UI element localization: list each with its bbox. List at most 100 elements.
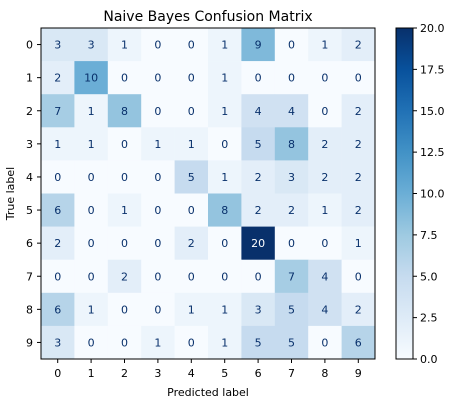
heatmap-cell-8-3	[141, 292, 175, 327]
cell-value-label-2-2: 8	[121, 105, 128, 118]
cell-value-label-8-0: 6	[54, 303, 61, 316]
cell-value-label-5-5: 8	[221, 204, 228, 217]
cell-value-label-7-2: 2	[121, 270, 128, 283]
heatmap-cell-6-3	[141, 226, 175, 260]
heatmap-cell-4-3	[141, 160, 175, 194]
x-tick-label-8: 8	[321, 367, 328, 380]
cell-value-label-1-0: 2	[54, 72, 61, 85]
cell-value-label-5-2: 1	[121, 204, 128, 217]
heatmap-cell-9-6	[241, 325, 276, 360]
cell-value-label-0-0: 3	[54, 39, 61, 52]
cell-value-label-3-7: 8	[288, 138, 295, 151]
x-tick-label-6: 6	[255, 367, 262, 380]
x-tick-label-9: 9	[355, 367, 362, 380]
heatmap-cell-3-4	[174, 127, 209, 161]
cell-value-label-3-6: 5	[255, 138, 262, 151]
heatmap-cell-1-5	[208, 61, 242, 95]
heatmap-cell-7-6	[241, 259, 276, 294]
cell-value-label-9-3: 1	[154, 336, 161, 349]
cell-value-label-0-9: 2	[355, 39, 362, 52]
cell-value-label-4-4: 5	[188, 171, 195, 184]
y-tick-label-5: 5	[26, 204, 33, 217]
colorbar-ticks: 0.0 2.5 5.0 7.5 10.0 12.5 15.0 17.5 20.0	[413, 22, 445, 366]
heatmap-cell-9-3	[141, 325, 175, 360]
heatmap-cell-0-4	[174, 28, 209, 62]
cell-value-label-2-4: 0	[188, 105, 195, 118]
heatmap-cell-0-5	[208, 28, 242, 62]
x-tick-label-1: 1	[88, 367, 95, 380]
cell-value-label-9-4: 0	[188, 336, 195, 349]
heatmap-cell-5-7	[274, 193, 309, 227]
y-tick-label-6: 6	[26, 237, 33, 250]
cell-value-label-5-0: 6	[54, 204, 61, 217]
cell-value-label-9-2: 0	[121, 336, 128, 349]
cell-value-label-3-0: 1	[54, 138, 61, 151]
cell-value-label-2-6: 4	[255, 105, 262, 118]
cell-value-label-6-6: 20	[251, 237, 265, 250]
heatmap-cell-9-8	[308, 325, 342, 360]
x-tick-label-7: 7	[288, 367, 295, 380]
heatmap-cell-7-3	[141, 259, 175, 294]
cell-value-label-3-2: 0	[121, 138, 128, 151]
heatmap-cell-4-0	[41, 160, 75, 194]
colorbar-tick-label-10.0: 10.0	[420, 188, 445, 201]
heatmap-cell-3-3	[141, 127, 175, 161]
heatmap-cell-3-1	[74, 127, 109, 161]
heatmap-cell-7-7	[274, 259, 309, 294]
heatmap-cell-9-5	[208, 325, 242, 360]
heatmap-cell-2-2	[107, 94, 142, 128]
cell-value-label-0-7: 0	[288, 39, 295, 52]
cell-value-label-8-6: 3	[255, 303, 262, 316]
cell-value-label-7-0: 0	[54, 270, 61, 283]
heatmap-cell-3-7	[274, 127, 309, 161]
cell-value-label-1-7: 0	[288, 72, 295, 85]
heatmap-cell-0-1	[74, 28, 109, 62]
y-tick-label-8: 8	[26, 303, 33, 316]
cell-value-label-8-5: 1	[221, 303, 228, 316]
colorbar-tick-label-15.0: 15.0	[420, 105, 445, 118]
heatmap-cell-8-4	[174, 292, 209, 327]
cell-value-label-0-8: 1	[321, 39, 328, 52]
cell-value-label-9-0: 3	[54, 336, 61, 349]
y-tick-label-9: 9	[26, 336, 33, 349]
x-axis-label: Predicted label	[167, 386, 249, 399]
cell-value-label-5-7: 2	[288, 204, 295, 217]
cell-value-label-3-1: 1	[88, 138, 95, 151]
heatmap-cell-2-3	[141, 94, 175, 128]
x-tick-label-3: 3	[154, 367, 161, 380]
heatmap-cell-7-5	[208, 259, 242, 294]
heatmap-cell-6-5	[208, 226, 242, 260]
cell-value-label-7-6: 0	[255, 270, 262, 283]
heatmap-cell-1-2	[107, 61, 142, 95]
cell-value-label-4-0: 0	[54, 171, 61, 184]
heatmap-cell-5-6	[241, 193, 276, 227]
cell-value-label-7-9: 0	[355, 270, 362, 283]
heatmap-cell-7-4	[174, 259, 209, 294]
cell-value-label-2-5: 1	[221, 105, 228, 118]
heatmap-cell-8-8	[308, 292, 342, 327]
cell-value-label-0-2: 1	[121, 39, 128, 52]
colorbar-tick-label-2.5: 2.5	[420, 312, 438, 325]
heatmap-cell-0-3	[141, 28, 175, 62]
y-tick-label-0: 0	[26, 39, 33, 52]
y-tick-label-7: 7	[26, 270, 33, 283]
cell-value-label-6-7: 0	[288, 237, 295, 250]
x-tick-label-5: 5	[221, 367, 228, 380]
heatmap-cell-6-7	[274, 226, 309, 260]
cell-value-label-2-1: 1	[88, 105, 95, 118]
cell-value-label-1-2: 0	[121, 72, 128, 85]
cell-value-label-0-6: 9	[255, 39, 262, 52]
heatmap-cell-labels: 3 3 1 0 0 1 9 0 1 22 10 0 0 0 1 0 0 0 07 1 8 0 0 1 4 4 0 21 1 0 1 1 0 5 8 2…	[54, 39, 362, 350]
heatmap-cell-1-8	[308, 61, 342, 95]
cell-value-label-6-9: 1	[355, 237, 362, 250]
cell-value-label-2-9: 2	[355, 105, 362, 118]
cell-value-label-4-9: 2	[355, 171, 362, 184]
cell-value-label-9-7: 5	[288, 336, 295, 349]
heatmap-cell-6-4	[174, 226, 209, 260]
heatmap-cell-3-6	[241, 127, 276, 161]
cell-value-label-0-3: 0	[154, 39, 161, 52]
x-tick-label-0: 0	[54, 367, 61, 380]
colorbar	[395, 27, 414, 360]
cell-value-label-0-4: 0	[188, 39, 195, 52]
heatmap-cell-8-7	[274, 292, 309, 327]
